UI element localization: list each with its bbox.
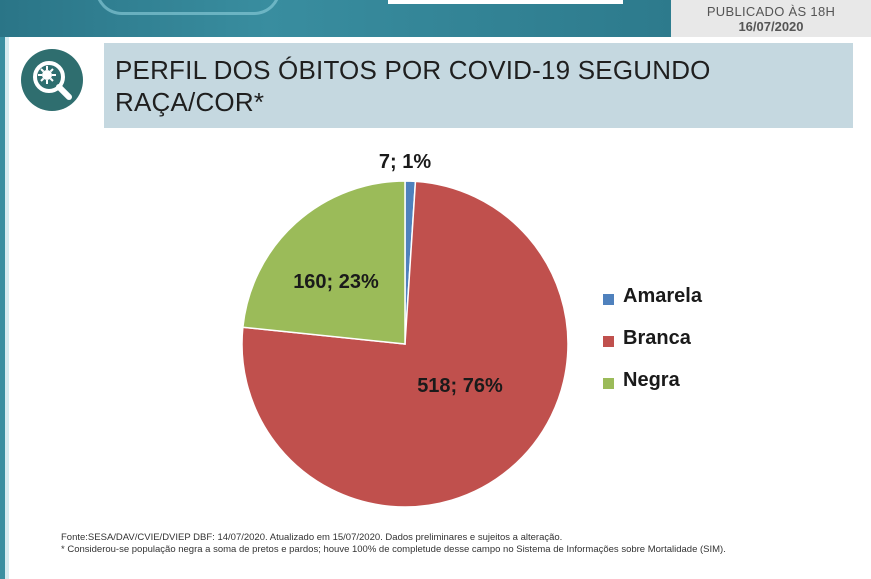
pie-slice-negra [242,180,406,345]
virus-magnifier-icon [21,49,83,111]
published-date: 16/07/2020 [738,19,804,34]
legend-swatch [603,336,614,347]
left-edge-bar [0,37,5,579]
banner-white-bar [388,0,623,4]
published-time: PUBLICADO ÀS 18H [706,4,836,19]
legend-label: Amarela [623,285,702,307]
slice-label-negra: 160; 23% [293,271,379,293]
legend-label: Negra [623,369,680,391]
title-box: PERFIL DOS ÓBITOS POR COVID-19 SEGUNDO R… [104,43,853,128]
slice-label-amarela: 7; 1% [379,151,431,173]
footnote-source: Fonte:SESA/DAV/CVIE/DVIEP DBF: 14/07/202… [61,532,563,543]
legend-swatch [603,378,614,389]
published-box: PUBLICADO ÀS 18H 16/07/2020 [671,0,871,37]
footnote: Fonte:SESA/DAV/CVIE/DVIEP DBF: 14/07/202… [61,532,851,556]
legend-label: Branca [623,327,691,349]
slice-label-branca: 518; 76% [417,375,503,397]
left-edge-light-bar [5,37,9,579]
legend-swatch [603,294,614,305]
page-title: PERFIL DOS ÓBITOS POR COVID-19 SEGUNDO R… [115,55,711,117]
footnote-note: * Considerou-se população negra a soma d… [61,544,726,555]
